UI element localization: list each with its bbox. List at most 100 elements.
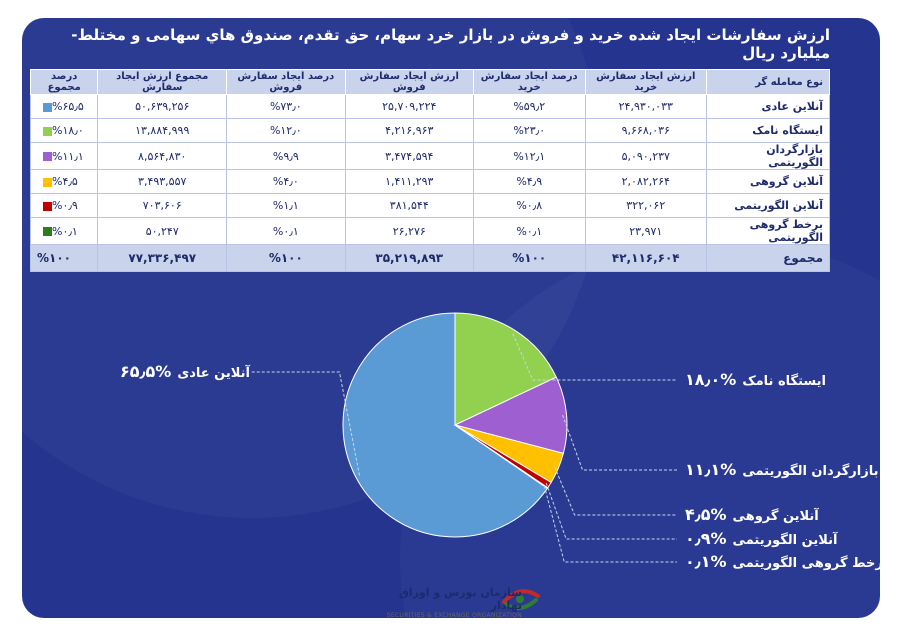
table-total-row: مجموع ۴۲,۱۱۶,۶۰۴ %۱۰۰ ۳۵,۲۱۹,۸۹۳ %۱۰۰ ۷۷,۳۳۶,… [29,244,830,272]
col-header: درصد ایجاد سفارش فروش [226,69,346,95]
slice-percent: %۴٫۵ [685,505,727,524]
table-cell: ۱,۴۱۱,۲۹۳ [344,169,474,194]
table-cell: ۳۸۱,۵۴۴ [344,193,474,218]
col-header: ارزش ایجاد سفارش فروش [344,69,474,95]
table-cell: %۷۳٫۰ [226,94,346,119]
slice-name: برخط گروهی الگوریتمی [732,556,889,571]
table-cell: %۰٫۱ [472,217,586,245]
logo-icon [502,589,540,611]
table-cell: ۸,۵۶۴,۸۳۰ [97,142,228,170]
table-cell: %۱۰۰ [472,244,586,272]
col-header: درصد مجموع [29,69,99,95]
cell-text: %۴٫۵ [52,175,78,188]
pie-slice [453,376,568,454]
logo-name-en: SECURITIES & EXCHANGE ORGANIZATION [386,612,522,619]
legend-swatch [43,201,52,211]
row-label: بازارگردان الگوریتمی [706,142,830,170]
col-header: درصد ایجاد سفارش خرید [472,69,586,95]
logo-name-fa: سازمان بورس و اوراق بهادار [398,586,522,612]
legend-swatch [43,227,52,236]
logo-text: سازمان بورس و اوراق بهادار SECURITIES & … [372,586,522,619]
table-cell: ۲۵,۷۰۹,۲۲۴ [344,94,474,119]
table-cell: ۹,۶۶۸,۰۳۶ [584,118,708,143]
pie-slice [342,312,549,538]
slice-percent: %۰٫۱ [685,552,727,571]
table-cell: ۳,۴۷۴,۵۹۴ [344,142,474,170]
legend-swatch [43,126,52,136]
table-cell: ۲۳,۹۷۱ [584,217,708,245]
table-cell: %۰٫۱ [29,217,99,245]
table-cell: %۴٫۹ [472,169,586,194]
table-cell: %۰٫۸ [472,193,586,218]
table-cell: %۱٫۱ [226,193,346,218]
cell-text: %۰٫۱ [52,224,78,238]
table-cell: %۹٫۹ [226,142,346,170]
leader-line [250,371,360,476]
table-row: ایستگاه نامک ۹,۶۶۸,۰۳۶ %۲۳٫۰ ۴,۲۱۶,۹۶۳ %۱۲٫۰… [29,118,830,143]
slice-label: برخط گروهی الگوریتمی %۰٫۱ [685,552,888,571]
slice-percent: %۱۱٫۱ [685,460,737,479]
cell-text: %۰٫۹ [52,199,78,212]
table-cell: %۰٫۹ [29,193,99,218]
table-cell: ۲۶,۲۷۶ [344,217,474,245]
table-cell: %۴٫۰ [226,169,346,194]
col-header: مجموع ارزش ایجاد سفارش [97,69,228,95]
row-label: آنلاین الگوریتمی [706,193,830,218]
row-label: مجموع [706,244,830,272]
chart-title: ارزش سفارشات ایجاد شده خرید و فروش در با… [71,26,830,62]
legend-swatch [43,152,52,161]
pie-slice [454,312,557,426]
table-cell: %۱۰۰ [226,244,346,272]
slice-name: آنلاین عادی [177,366,250,381]
slice-percent: %۶۵٫۵ [120,362,172,381]
table-cell: ۷۷,۳۳۶,۴۹۷ [97,244,228,272]
table-cell: %۱۲٫۱ [472,142,586,170]
row-label: آنلاین عادی [706,94,830,119]
table-cell: %۶۵٫۵ [29,94,99,119]
table-cell: %۱۸٫۰ [29,118,99,143]
table-header-row: نوع معامله گر ارزش ایجاد سفارش خرید درصد… [29,69,830,95]
leader-line [512,333,677,381]
slice-label: آنلاین الگوریتمی %۰٫۹ [685,529,837,548]
table-cell: %۱۲٫۰ [226,118,346,143]
row-label: برخط گروهی الگوریتمی [706,217,830,245]
slice-label: ایستگاه نامک %۱۸٫۰ [685,370,826,389]
col-header: ارزش ایجاد سفارش خرید [584,69,708,95]
table-cell: %۱۱٫۱ [29,142,99,170]
table-cell: ۵۰,۶۳۹,۲۵۶ [97,94,228,119]
legend-swatch [43,177,52,187]
slice-percent: %۰٫۹ [685,529,727,548]
table-row: آنلاین عادی ۲۴,۹۳۰,۰۳۳ %۵۹٫۲ ۲۵,۷۰۹,۲۲۴ %۷۳٫… [29,94,830,119]
slice-name: آنلاین الگوریتمی [732,533,838,548]
cell-text: %۱۸٫۰ [52,124,84,137]
legend-swatch [43,102,52,112]
table-row: آنلاین گروهی ۲,۰۸۲,۲۶۴ %۴٫۹ ۱,۴۱۱,۲۹۳ %۴٫۰ ۳,… [29,169,830,194]
slice-name: بازارگردان الگوریتمی [742,464,879,479]
row-label: آنلاین گروهی [706,169,830,194]
table-cell: ۲۴,۹۳۰,۰۳۳ [584,94,708,119]
table-cell: ۳۲۲,۰۶۲ [584,193,708,218]
table-cell: ۳۵,۲۱۹,۸۹۳ [344,244,474,272]
table-row: برخط گروهی الگوریتمی ۲۳,۹۷۱ %۰٫۱ ۲۶,۲۷۶ %۰٫۱… [29,217,830,245]
table-row: آنلاین الگوریتمی ۳۲۲,۰۶۲ %۰٫۸ ۳۸۱,۵۴۴ %۱٫۱ ۷۰… [29,193,830,218]
slice-percent: %۱۸٫۰ [685,370,737,389]
table-cell: ۴۲,۱۱۶,۶۰۴ [584,244,708,272]
cell-text: %۶۵٫۵ [52,100,84,113]
slice-name: ایستگاه نامک [742,374,826,389]
leader-line [543,485,677,563]
table-cell: ۵,۰۹۰,۲۳۷ [584,142,708,170]
cell-text: %۱۱٫۱ [52,149,84,163]
leader-line [562,414,677,471]
leader-line [545,482,677,540]
table-cell: ۷۰۳,۶۰۶ [97,193,228,218]
table-cell: %۱۰۰ [29,244,99,272]
leader-line [554,466,677,516]
table-cell: ۳,۴۹۳,۵۵۷ [97,169,228,194]
slice-name: آنلاین گروهی [732,509,819,524]
table-cell: ۲,۰۸۲,۲۶۴ [584,169,708,194]
table-cell: %۵۹٫۲ [472,94,586,119]
table-cell: %۰٫۱ [226,217,346,245]
slice-label: آنلاین عادی %۶۵٫۵ [120,362,250,381]
table-cell: ۴,۲۱۶,۹۶۳ [344,118,474,143]
